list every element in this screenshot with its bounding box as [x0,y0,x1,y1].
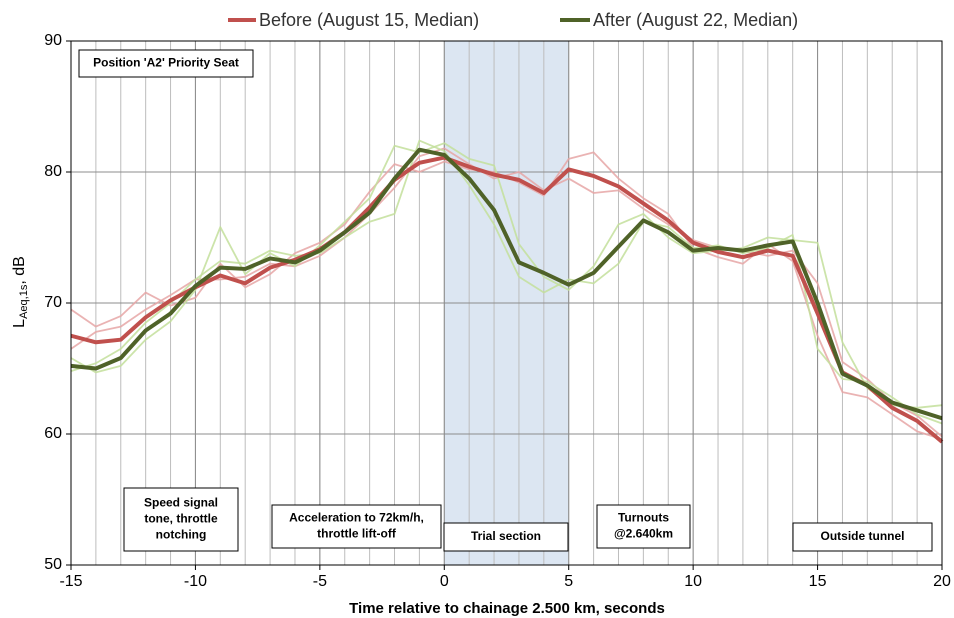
legend-label: After (August 22, Median) [593,10,798,30]
axis-layer: -15 -10 -5 0 5 10 15 20 50 60 70 80 90 Before (August… [44,10,951,590]
y-label-main: L [11,319,28,328]
y-axis-label: LAeq,1s, dB [11,256,30,328]
y-tick-label: 50 [44,556,62,573]
y-tick-label: 60 [44,425,62,442]
y-tick-label: 90 [44,32,62,49]
median-line [70,147,943,421]
x-tick-label: 20 [933,573,951,590]
y-label-sub: Aeq,1s [18,284,30,319]
x-tick-label: 10 [684,573,702,590]
x-tick-label: 5 [564,573,573,590]
annotation-text: Outside tunnel [821,529,905,543]
x-tick-label: -10 [184,573,207,590]
annotation-box [792,522,933,552]
annotation-text: Position 'A2' Priority Seat [93,56,239,70]
annotation-layer: Position 'A2' Priority Seat Speed signal t… [78,49,933,552]
annotation-box [78,49,254,78]
run-line [70,142,943,409]
x-tick-label: 15 [809,573,827,590]
annotation-text: throttle lift-off [317,527,397,541]
annotation-text: notching [156,528,207,542]
annotation-text: Speed signal [144,496,218,510]
annotation-text: Acceleration to 72km/h, [289,511,424,525]
x-tick-label: -5 [313,573,327,590]
annotation-box [596,504,691,549]
line-layer [70,139,944,444]
x-tick-label: 0 [440,573,449,590]
median-line [70,155,944,444]
annotation-box [271,504,442,549]
annotation-text: Turnouts [618,511,669,525]
annotation-text: Trial section [471,529,541,543]
legend-label: Before (August 15, Median) [259,10,479,30]
y-tick-label: 80 [44,163,62,180]
y-tick-label: 70 [44,294,62,311]
annotation-text: tone, throttle [144,512,218,526]
annotation-box [123,487,239,552]
annotation-box [443,522,569,552]
y-label-rest: , dB [11,256,28,284]
plot-frame [70,40,943,566]
x-tick-label: -15 [59,573,82,590]
annotation-text: @2.640km [614,527,673,541]
x-axis-label: Time relative to chainage 2.500 km, seco… [349,600,665,617]
